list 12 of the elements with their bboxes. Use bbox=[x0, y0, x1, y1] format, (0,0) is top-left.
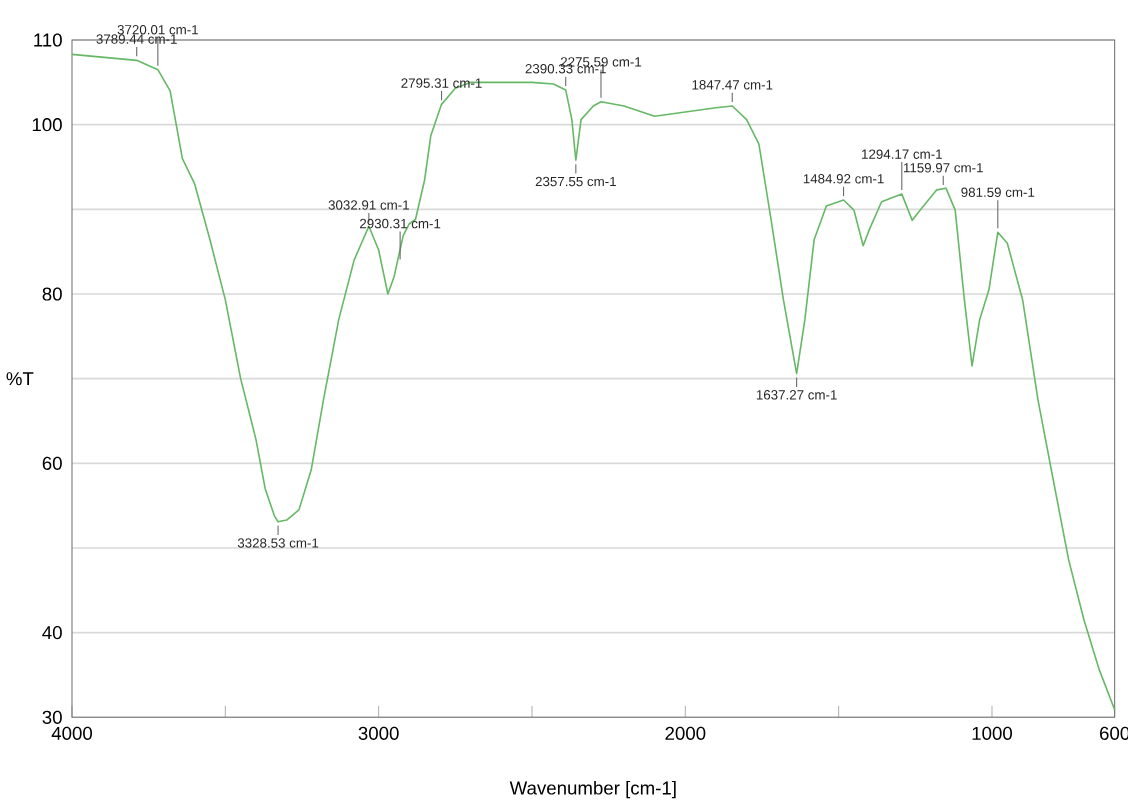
y-tick-label: 30 bbox=[42, 711, 62, 725]
x-axis-title: Wavenumber [cm-1] bbox=[509, 781, 676, 799]
y-axis-title: %T bbox=[6, 372, 34, 386]
y-tick-label: 100 bbox=[32, 118, 62, 132]
y-tick-label: 40 bbox=[42, 626, 62, 640]
y-tick-label: 80 bbox=[42, 287, 62, 301]
x-tick-label: 2000 bbox=[665, 727, 706, 741]
x-tick-label: 3000 bbox=[358, 727, 399, 741]
y-tick-label: 60 bbox=[42, 457, 62, 471]
y-tick-label: 110 bbox=[34, 33, 62, 47]
x-tick-label: 4000 bbox=[51, 727, 93, 741]
x-tick-label: 1000 bbox=[972, 727, 1013, 741]
